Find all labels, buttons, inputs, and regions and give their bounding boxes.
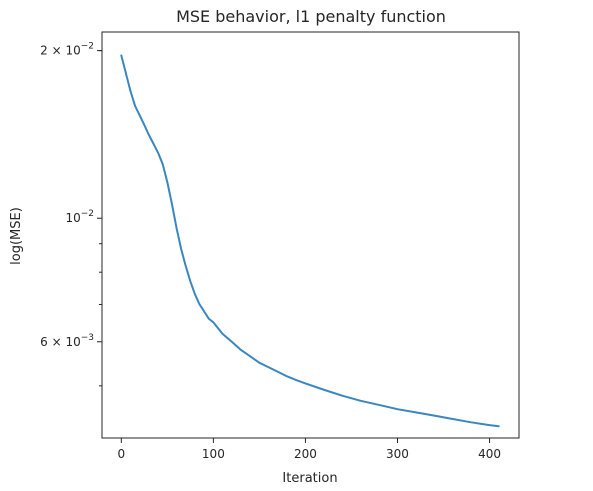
x-tick-label: 100 [202, 447, 225, 461]
x-tick-label: 400 [478, 447, 501, 461]
y-axis: 2 × 10−2 10−2 6 × 10−3 [40, 42, 102, 387]
chart-title: MSE behavior, l1 penalty function [176, 7, 446, 26]
y-tick-label: 2 × 10−2 [40, 42, 94, 58]
x-tick-label: 0 [118, 447, 126, 461]
y-tick-label: 10−2 [65, 209, 94, 225]
y-tick-label: 6 × 10−3 [40, 333, 94, 349]
plot-frame [101, 31, 520, 439]
x-axis: 0 100 200 300 400 [118, 438, 501, 461]
y-axis-label: log(MSE) [9, 207, 24, 265]
series-layer [120, 54, 500, 428]
x-axis-label: Iteration [282, 471, 337, 486]
series-line [120, 54, 500, 428]
x-tick-label: 300 [386, 447, 409, 461]
x-tick-label: 200 [294, 447, 317, 461]
